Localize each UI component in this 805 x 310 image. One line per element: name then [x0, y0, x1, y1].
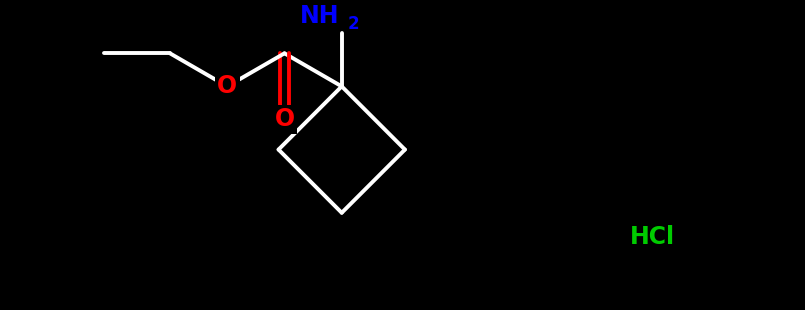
Text: 2: 2 — [348, 15, 359, 33]
Text: O: O — [275, 108, 295, 131]
Text: HCl: HCl — [630, 225, 675, 249]
Text: O: O — [217, 74, 237, 98]
Text: NH: NH — [300, 4, 340, 28]
